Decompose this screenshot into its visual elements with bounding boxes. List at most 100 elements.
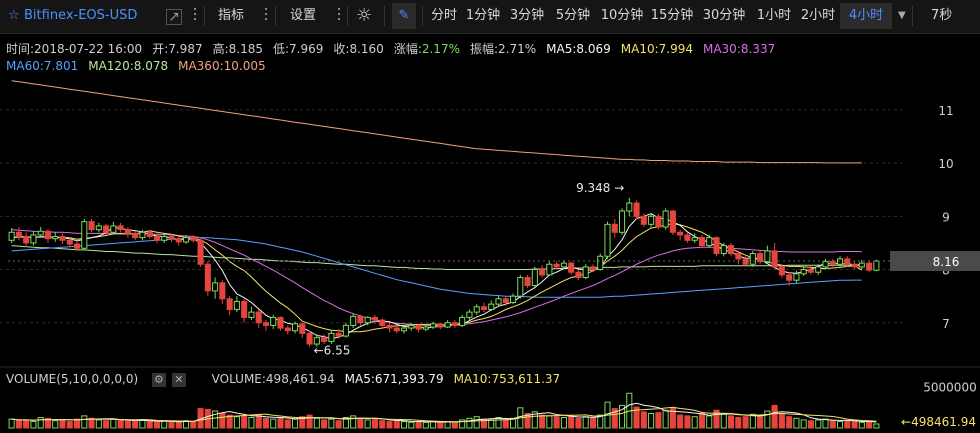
volume-bar[interactable] bbox=[749, 413, 756, 429]
candle-body[interactable] bbox=[437, 323, 444, 328]
volume-bar[interactable] bbox=[328, 418, 335, 429]
volume-bar[interactable] bbox=[306, 414, 313, 429]
volume-bar[interactable] bbox=[124, 421, 131, 429]
interval-tab[interactable]: 5分钟 bbox=[555, 8, 591, 23]
volume-bar[interactable] bbox=[175, 421, 182, 429]
candle-body[interactable] bbox=[262, 322, 270, 326]
volume-bar[interactable] bbox=[8, 418, 15, 429]
candle-body[interactable] bbox=[168, 236, 175, 240]
candle-body[interactable] bbox=[648, 215, 655, 225]
volume-bar[interactable] bbox=[815, 419, 822, 429]
volume-bar[interactable] bbox=[59, 419, 66, 429]
candle-body[interactable] bbox=[502, 298, 509, 304]
volume-bar[interactable] bbox=[669, 407, 676, 429]
candle-body[interactable] bbox=[793, 273, 800, 281]
candle-body[interactable] bbox=[386, 324, 393, 329]
volume-bar[interactable] bbox=[858, 421, 865, 429]
candle-body[interactable] bbox=[771, 250, 778, 268]
toolbar-drag-handle[interactable] bbox=[337, 5, 341, 27]
candle-body[interactable] bbox=[560, 262, 567, 268]
volume-bar[interactable] bbox=[364, 419, 371, 429]
volume-bar[interactable] bbox=[422, 421, 429, 429]
candle-body[interactable] bbox=[44, 230, 52, 240]
volume-bar[interactable] bbox=[277, 417, 284, 429]
volume-bar[interactable] bbox=[226, 414, 233, 429]
volume-bar[interactable] bbox=[727, 415, 735, 429]
volume-bar[interactable] bbox=[37, 417, 44, 429]
volume-bar[interactable] bbox=[778, 412, 785, 429]
volume-bar[interactable] bbox=[270, 418, 277, 429]
candle-body[interactable] bbox=[517, 277, 524, 297]
volume-bar[interactable] bbox=[713, 409, 720, 429]
candle-body[interactable] bbox=[778, 266, 785, 276]
candle-body[interactable] bbox=[684, 234, 691, 241]
candle-body[interactable] bbox=[357, 315, 364, 324]
interval-dropdown-icon[interactable]: ▼ bbox=[898, 10, 906, 21]
volume-bar[interactable] bbox=[400, 421, 408, 429]
volume-bar[interactable] bbox=[212, 410, 219, 429]
volume-bar[interactable] bbox=[23, 419, 30, 429]
candle-body[interactable] bbox=[306, 332, 313, 345]
candle-body[interactable] bbox=[858, 262, 865, 268]
candle-body[interactable] bbox=[531, 269, 538, 287]
volume-bar[interactable] bbox=[350, 415, 357, 429]
candle-body[interactable] bbox=[59, 236, 66, 241]
volume-bar[interactable] bbox=[546, 415, 553, 429]
interval-tab[interactable]: 4小时 bbox=[840, 3, 892, 29]
candle-body[interactable] bbox=[182, 237, 190, 243]
candle-body[interactable] bbox=[328, 332, 335, 342]
candle-body[interactable] bbox=[8, 231, 15, 241]
candle-body[interactable] bbox=[415, 324, 422, 330]
volume-bar[interactable] bbox=[582, 416, 589, 429]
volume-bar[interactable] bbox=[459, 419, 466, 429]
settings-button[interactable]: 设置 bbox=[290, 8, 317, 23]
candle-body[interactable] bbox=[422, 326, 429, 330]
candle-body[interactable] bbox=[539, 269, 546, 276]
candle-body[interactable] bbox=[669, 210, 676, 233]
candle-body[interactable] bbox=[451, 322, 458, 326]
candle-body[interactable] bbox=[277, 316, 284, 329]
candle-body[interactable] bbox=[88, 221, 95, 231]
candle-body[interactable] bbox=[255, 311, 262, 324]
interval-tab[interactable]: 10分钟 bbox=[600, 8, 644, 23]
candle-body[interactable] bbox=[604, 223, 611, 257]
candle-body[interactable] bbox=[691, 237, 698, 241]
candle-body[interactable] bbox=[284, 327, 291, 332]
popout-icon[interactable]: ↗ bbox=[166, 9, 182, 25]
volume-bar[interactable] bbox=[262, 417, 270, 429]
volume-bar[interactable] bbox=[233, 416, 240, 429]
candle-body[interactable] bbox=[321, 337, 328, 342]
candle-body[interactable] bbox=[662, 210, 669, 228]
volume-bar[interactable] bbox=[466, 417, 473, 429]
candle-body[interactable] bbox=[495, 298, 502, 305]
candle-body[interactable] bbox=[430, 323, 437, 328]
volume-bar[interactable] bbox=[873, 423, 880, 429]
volume-bar[interactable] bbox=[757, 414, 764, 429]
candle-body[interactable] bbox=[677, 231, 684, 236]
candle-body[interactable] bbox=[742, 258, 749, 265]
candle-body[interactable] bbox=[553, 263, 560, 268]
volume-bar[interactable] bbox=[793, 417, 800, 429]
indicators-button[interactable]: 指标 bbox=[218, 8, 245, 23]
candle-body[interactable] bbox=[698, 237, 706, 247]
interval-tab[interactable]: 15分钟 bbox=[650, 8, 694, 23]
volume-bar[interactable] bbox=[408, 421, 415, 429]
candle-body[interactable] bbox=[204, 263, 211, 292]
volume-bar[interactable] bbox=[291, 418, 299, 429]
candle-body[interactable] bbox=[836, 258, 844, 265]
volume-bar[interactable] bbox=[662, 409, 669, 429]
candle-body[interactable] bbox=[720, 245, 727, 255]
volume-bar[interactable] bbox=[44, 417, 52, 429]
volume-bar[interactable] bbox=[430, 421, 437, 429]
candle-body[interactable] bbox=[313, 337, 320, 345]
candle-body[interactable] bbox=[844, 258, 851, 265]
candle-body[interactable] bbox=[829, 261, 836, 265]
candle-body[interactable] bbox=[466, 311, 473, 318]
candle-body[interactable] bbox=[117, 225, 124, 231]
candle-body[interactable] bbox=[524, 277, 531, 287]
candle-body[interactable] bbox=[786, 274, 793, 281]
candle-body[interactable] bbox=[146, 231, 153, 238]
volume-bar[interactable] bbox=[575, 417, 582, 429]
volume-bar[interactable] bbox=[15, 420, 22, 429]
volume-bar[interactable] bbox=[379, 420, 386, 429]
